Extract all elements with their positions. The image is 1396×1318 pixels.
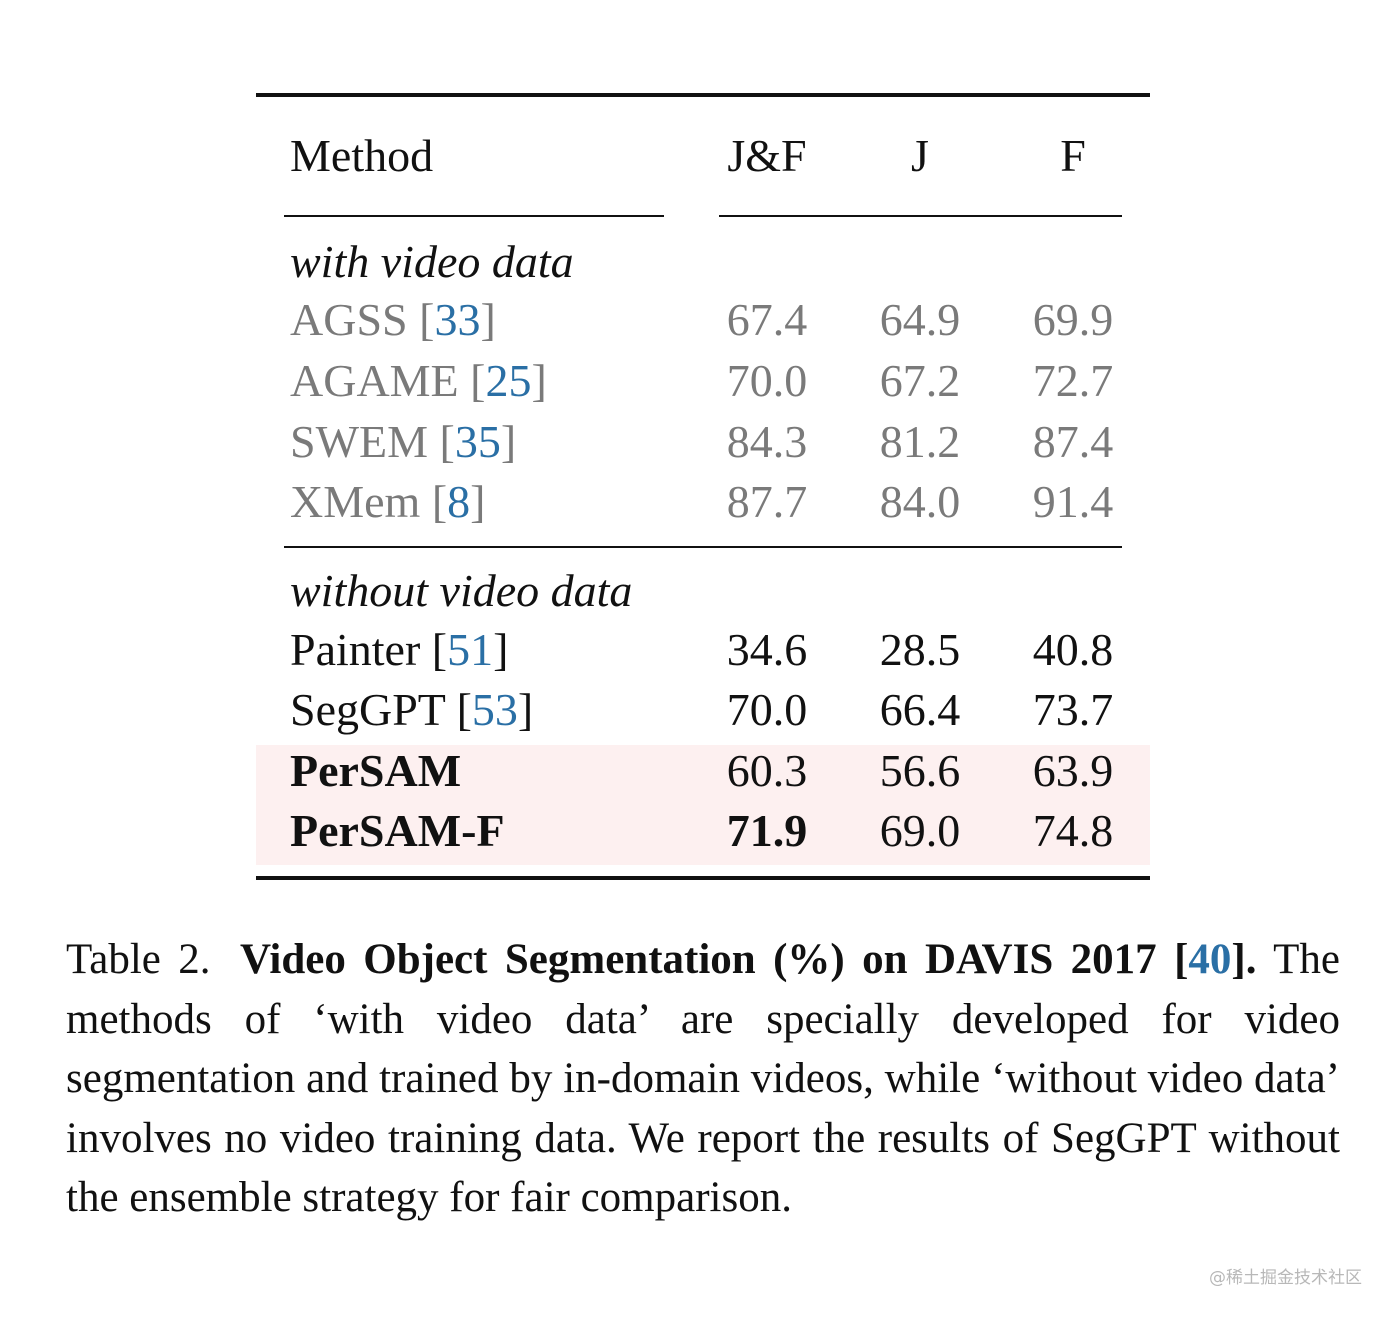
citation-link[interactable]: 40: [1188, 936, 1232, 983]
caption-body: The methods of ‘with video data’ are spe…: [66, 936, 1340, 1221]
cell-f: 40.8: [1032, 624, 1114, 675]
method-name: AGSS: [290, 294, 408, 345]
cell-f: 73.7: [1032, 684, 1114, 735]
cell-j: 84.0: [879, 476, 961, 527]
method-name-persam-f: PerSAM-F: [290, 805, 505, 856]
header-j: J: [911, 130, 929, 181]
citation-link[interactable]: 8: [447, 476, 471, 527]
cell-f: 72.7: [1032, 355, 1114, 406]
citation-link[interactable]: 25: [485, 355, 532, 406]
method-name: SWEM: [290, 416, 428, 467]
cell-jf: 84.3: [726, 416, 808, 467]
cell-j: 66.4: [879, 684, 961, 735]
table-row-method: SegGPT [53]: [290, 684, 534, 735]
citation-link[interactable]: 35: [454, 416, 501, 467]
cell-f: 91.4: [1032, 476, 1114, 527]
cell-j: 28.5: [879, 624, 961, 675]
header-f: F: [1060, 130, 1086, 181]
cell-j: 69.0: [879, 805, 961, 856]
group-separator-rule: [284, 546, 1122, 548]
cell-jf: 67.4: [726, 294, 808, 345]
table-row-method: XMem [8]: [290, 476, 486, 527]
table-row-method: AGAME [25]: [290, 355, 547, 406]
method-name: SegGPT: [290, 684, 446, 735]
cell-j: 56.6: [879, 745, 961, 796]
cell-f: 69.9: [1032, 294, 1114, 345]
citation-link[interactable]: 33: [434, 294, 481, 345]
group-label-without-video: without video data: [290, 565, 633, 616]
table-row-method: Painter [51]: [290, 624, 509, 675]
caption-title: Video Object Segmentation (%) on DAVIS 2…: [239, 936, 1257, 983]
cell-f: 74.8: [1032, 805, 1114, 856]
citation-link[interactable]: 53: [471, 684, 518, 735]
group-label-with-video: with video data: [290, 236, 574, 287]
header-jf: J&F: [727, 130, 807, 181]
caption-label: Table 2.: [66, 936, 211, 983]
cell-jf: 34.6: [726, 624, 808, 675]
caption-title-text: Video Object Segmentation (%) on DAVIS 2…: [239, 936, 1157, 983]
method-name: AGAME: [290, 355, 459, 406]
method-name: XMem: [290, 476, 421, 527]
cell-j: 64.9: [879, 294, 961, 345]
cell-f: 63.9: [1032, 745, 1114, 796]
cell-jf: 87.7: [726, 476, 808, 527]
method-name-persam: PerSAM: [290, 745, 462, 796]
table-bottom-rule: [256, 876, 1150, 880]
cell-jf-best: 71.9: [726, 805, 808, 856]
table-top-rule: [256, 93, 1150, 97]
cell-j: 81.2: [879, 416, 961, 467]
header-rule-left: [284, 215, 664, 217]
citation-link[interactable]: 51: [447, 624, 494, 675]
cell-jf: 70.0: [726, 355, 808, 406]
table-row-method: SWEM [35]: [290, 416, 517, 467]
persam-highlight-band: [256, 745, 1150, 865]
cell-j: 67.2: [879, 355, 961, 406]
cell-jf: 60.3: [726, 745, 808, 796]
header-rule-right: [719, 215, 1122, 217]
table-row-method: AGSS [33]: [290, 294, 496, 345]
table-caption: Table 2. Video Object Segmentation (%) o…: [66, 930, 1340, 1228]
header-method: Method: [290, 130, 434, 181]
cell-jf: 70.0: [726, 684, 808, 735]
method-name: Painter: [290, 624, 421, 675]
watermark: @稀土掘金技术社区: [1209, 1268, 1362, 1288]
cell-f: 87.4: [1032, 416, 1114, 467]
